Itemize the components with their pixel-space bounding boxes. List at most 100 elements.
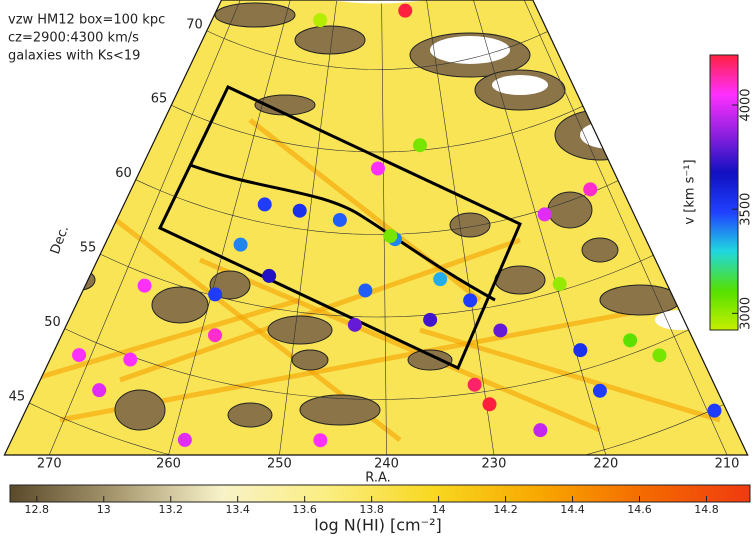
galaxy — [482, 397, 497, 412]
nhi-colorbar — [9, 484, 751, 503]
galaxy — [72, 348, 87, 363]
galaxy — [652, 348, 667, 363]
colorbar-label: v [km s⁻¹] — [683, 159, 698, 224]
colorbar-tick-label: 14.8 — [694, 503, 719, 516]
galaxy — [592, 383, 607, 398]
galaxy — [533, 423, 548, 438]
colorbar-tick-label: 12.8 — [25, 503, 50, 516]
colorbar-tick-label: 14.4 — [560, 503, 585, 516]
grid-line — [64, 328, 689, 400]
grid-line — [153, 0, 293, 455]
low-density-region — [227, 402, 273, 428]
colorbar-tick-label: 13 — [97, 503, 111, 516]
colorbar-tick-label: 4000 — [739, 88, 754, 121]
grid-line — [470, 0, 621, 455]
galaxy — [262, 268, 277, 283]
empty-region — [430, 36, 510, 64]
galaxy — [573, 343, 588, 358]
empty-region — [492, 75, 548, 95]
galaxy — [313, 433, 328, 448]
x-axis-label: R.A. — [365, 471, 391, 486]
y-axis-label: Dec. — [48, 224, 72, 257]
galaxy — [623, 333, 638, 348]
grid-line — [171, 104, 584, 153]
density-filament — [419, 327, 721, 423]
colorbar-tick-label: 13.6 — [292, 503, 317, 516]
grid-line — [41, 0, 250, 455]
y-tick-label: 70 — [186, 17, 203, 32]
galaxy — [257, 197, 272, 212]
galaxy — [92, 383, 107, 398]
galaxy — [707, 403, 722, 418]
galaxy — [208, 287, 223, 302]
galaxy — [358, 283, 373, 298]
colorbar-tick-label: 14 — [432, 503, 446, 516]
annotation: galaxies with Ks<19 — [8, 49, 140, 64]
colorbar-tick-label: 3000 — [739, 297, 754, 330]
velocity-colorbar — [709, 54, 739, 331]
grid-line — [29, 402, 724, 455]
low-density-region — [114, 389, 166, 431]
grid-line — [100, 253, 654, 318]
filament-path — [189, 163, 496, 302]
colorbar-tick-label: 13.8 — [359, 503, 384, 516]
low-density-region — [627, 175, 673, 205]
galaxy — [398, 3, 413, 18]
grid-line — [381, 3, 388, 455]
x-tick-label: 230 — [482, 457, 507, 472]
x-tick-label: 240 — [374, 457, 399, 472]
x-tick-label: 210 — [715, 457, 740, 472]
low-density-region — [547, 191, 593, 229]
plot-frame — [3, 0, 749, 456]
galaxy — [208, 328, 223, 343]
colorbar-tick-label: 3500 — [739, 193, 754, 226]
low-density-region — [214, 2, 296, 28]
low-density-region — [554, 109, 646, 161]
x-tick-label: 260 — [156, 457, 181, 472]
low-density-region — [294, 25, 366, 55]
low-density-region — [291, 349, 329, 371]
galaxy — [552, 276, 567, 291]
galaxy — [493, 323, 508, 338]
x-tick-label: 220 — [593, 457, 618, 472]
galaxy — [433, 272, 448, 287]
galaxy — [123, 352, 138, 367]
low-density-region — [299, 394, 381, 426]
galaxy — [423, 312, 438, 327]
grid-line — [426, 0, 506, 455]
grid-line — [512, 0, 732, 455]
grid-line — [269, 0, 337, 455]
colorbar-tick-label: 14.2 — [493, 503, 518, 516]
low-density-region — [407, 349, 453, 371]
y-tick-label: 60 — [115, 166, 132, 181]
low-density-region — [599, 284, 681, 316]
galaxy — [292, 203, 307, 218]
density-filament — [29, 297, 301, 383]
x-tick-label: 270 — [37, 457, 62, 472]
colorbar-tick-label: 14.6 — [627, 503, 652, 516]
analysis-box — [157, 85, 522, 371]
galaxy — [463, 293, 478, 308]
low-density-region — [449, 212, 491, 238]
galaxy — [412, 138, 427, 153]
low-density-region — [494, 265, 546, 295]
galaxy — [233, 237, 248, 252]
galaxy — [537, 207, 552, 222]
galaxy — [583, 182, 598, 197]
colorbar-label: log N(HI) [cm⁻²] — [314, 516, 442, 535]
colorbar-tick-label: 13.2 — [158, 503, 183, 516]
low-density-region — [64, 269, 96, 291]
galaxy — [383, 229, 398, 244]
low-density-region — [581, 237, 619, 263]
galaxy — [332, 212, 347, 227]
galaxy — [177, 432, 192, 447]
colorbar-tick-label: 13.4 — [225, 503, 250, 516]
x-tick-label: 250 — [267, 457, 292, 472]
y-tick-label: 65 — [151, 92, 168, 107]
density-filament — [199, 257, 601, 433]
annotation: cz=2900:4300 km/s — [8, 31, 139, 46]
galaxy — [137, 278, 152, 293]
y-tick-label: 55 — [80, 241, 97, 256]
low-density-region — [267, 315, 333, 345]
